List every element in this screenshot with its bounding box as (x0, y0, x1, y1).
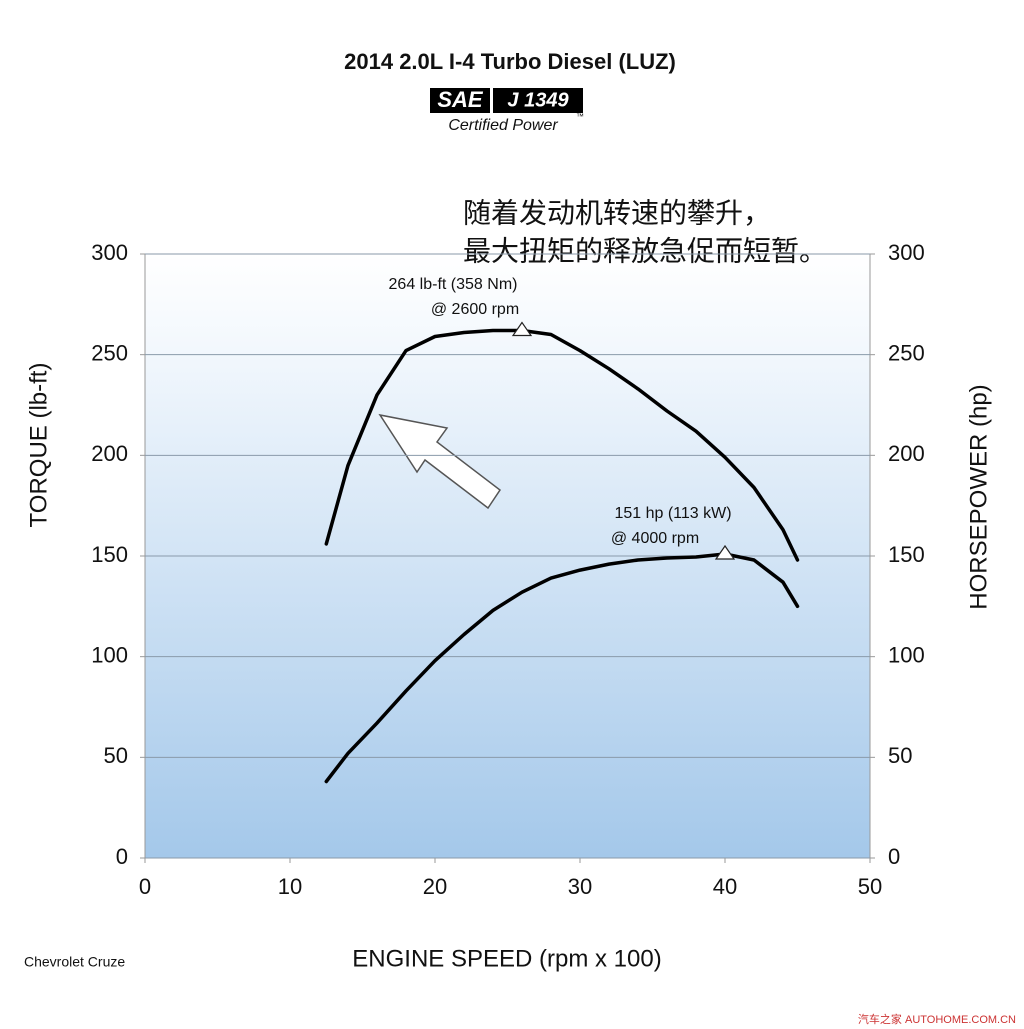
annotation-label: 264 lb-ft (358 Nm) (389, 276, 518, 293)
x-tick-label: 40 (713, 874, 737, 899)
y2-tick-label: 300 (888, 240, 925, 265)
y-tick-label: 250 (91, 340, 128, 365)
logo-mark: ™ (576, 112, 584, 121)
logo: SAE J 1349 Certified Power ™ (430, 87, 584, 134)
y-tick-label: 300 (91, 240, 128, 265)
note: 最大扭矩的释放急促而短暂。 (463, 235, 827, 266)
peak-marker (511, 321, 533, 337)
annotation-label: @ 2600 rpm (431, 301, 519, 318)
logo-box (493, 88, 583, 113)
y2-tick-label: 100 (888, 642, 925, 667)
x-tick-label: 30 (568, 874, 592, 899)
footer-model: Chevrolet Cruze (24, 954, 125, 970)
x-tick-label: 10 (278, 874, 302, 899)
logo-box (430, 88, 490, 113)
y2-axis-title: HORSEPOWER (hp) (965, 384, 992, 609)
chart-title: 2014 2.0L I-4 Turbo Diesel (LUZ) (344, 49, 676, 74)
watermark: 汽车之家 AUTOHOME.COM.CN (858, 1012, 1016, 1026)
y-tick-label: 100 (91, 642, 128, 667)
peak-marker (714, 544, 736, 560)
logo-sae: SAE (437, 87, 484, 112)
logo-caption: Certified Power (448, 117, 558, 134)
note: 随着发动机转速的攀升， (463, 197, 771, 228)
annotation-label: 151 hp (113 kW) (614, 505, 731, 522)
x-tick-label: 0 (139, 874, 151, 899)
y2-tick-label: 250 (888, 340, 925, 365)
y-tick-label: 0 (116, 844, 128, 869)
x-tick-label: 20 (423, 874, 447, 899)
logo-standard: J 1349 (507, 89, 569, 111)
series-line (324, 328, 800, 562)
y-tick-label: 150 (91, 542, 128, 567)
annotation-label: @ 4000 rpm (611, 530, 699, 547)
x-axis-title: ENGINE SPEED (rpm x 100) (352, 945, 661, 972)
y2-tick-label: 150 (888, 542, 925, 567)
arrow (378, 413, 502, 510)
y2-tick-label: 50 (888, 743, 912, 768)
y-tick-label: 50 (104, 743, 128, 768)
x-tick-label: 50 (858, 874, 882, 899)
y-axis-title: TORQUE (lb-ft) (25, 363, 52, 528)
y-tick-label: 200 (91, 441, 128, 466)
y2-tick-label: 0 (888, 844, 900, 869)
y2-tick-label: 200 (888, 441, 925, 466)
